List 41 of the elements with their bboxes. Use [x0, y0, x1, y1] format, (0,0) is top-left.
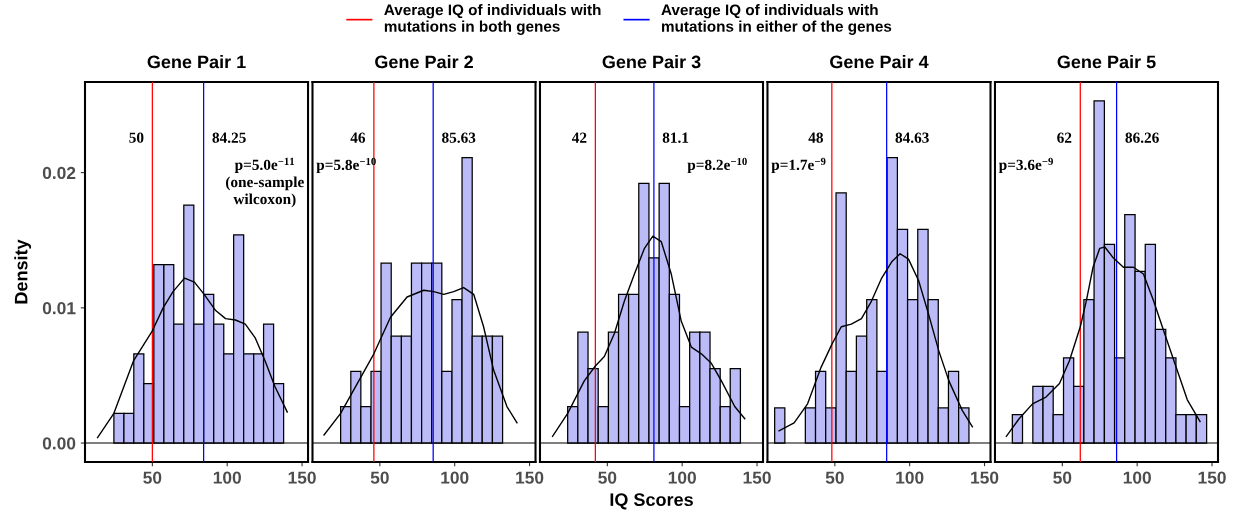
- x-tick-label: 150: [743, 471, 771, 484]
- annotation: 81.1: [662, 132, 689, 143]
- y-tick-label: 0.01: [42, 302, 76, 315]
- x-tick-label: 50: [143, 471, 162, 484]
- x-tick-label: 150: [288, 471, 316, 484]
- x-tick-label: 100: [441, 471, 469, 484]
- chart-title: Gene Pair 5: [1057, 55, 1156, 69]
- x-axis-title: IQ Scores: [610, 493, 693, 510]
- annotation: p=1.7e$^{−9}$: [771, 157, 826, 174]
- x-tick-label: 50: [825, 471, 844, 484]
- annotation: 50: [129, 132, 144, 143]
- legend-label: Average IQ of individuals with mutations in both genes: [384, 4, 601, 35]
- annotation: 84.25: [212, 132, 246, 143]
- annotation: 86.26: [1125, 132, 1159, 143]
- x-tick-label: 50: [1053, 471, 1072, 484]
- annotation: 85.63: [442, 132, 476, 143]
- chart-title: Gene Pair 3: [602, 55, 701, 69]
- x-tick-label: 100: [668, 471, 696, 484]
- x-tick-label: 150: [971, 471, 999, 484]
- y-tick-label: 0.02: [42, 166, 76, 180]
- annotation: p=5.0e$^{−11}$ (one-sample wilcoxon): [226, 157, 304, 208]
- annotation: 46: [350, 132, 366, 143]
- x-tick-label: 100: [1123, 471, 1151, 484]
- x-tick-label: 50: [598, 471, 617, 484]
- annotation: p=8.2e$^{−10}$: [687, 157, 747, 174]
- annotation: p=3.6e$^{−9}$: [998, 157, 1053, 174]
- x-tick-label: 50: [370, 471, 389, 484]
- annotation: 84.63: [895, 132, 929, 143]
- chart-title: Gene Pair 2: [375, 55, 473, 69]
- legend-label: Average IQ of individuals with mutations in either of the genes: [661, 4, 892, 35]
- x-tick-label: 100: [213, 471, 241, 484]
- y-axis-title: Density: [14, 239, 32, 304]
- annotation: 48: [808, 132, 823, 143]
- annotation: 42: [571, 132, 587, 143]
- chart-title: Gene Pair 1: [147, 55, 246, 69]
- x-tick-label: 100: [896, 471, 924, 484]
- annotation: 62: [1057, 132, 1072, 143]
- x-tick-label: 150: [516, 471, 544, 484]
- y-tick-label: 0.00: [42, 437, 76, 450]
- x-tick-label: 150: [1198, 471, 1226, 484]
- chart-title: Gene Pair 4: [830, 55, 929, 69]
